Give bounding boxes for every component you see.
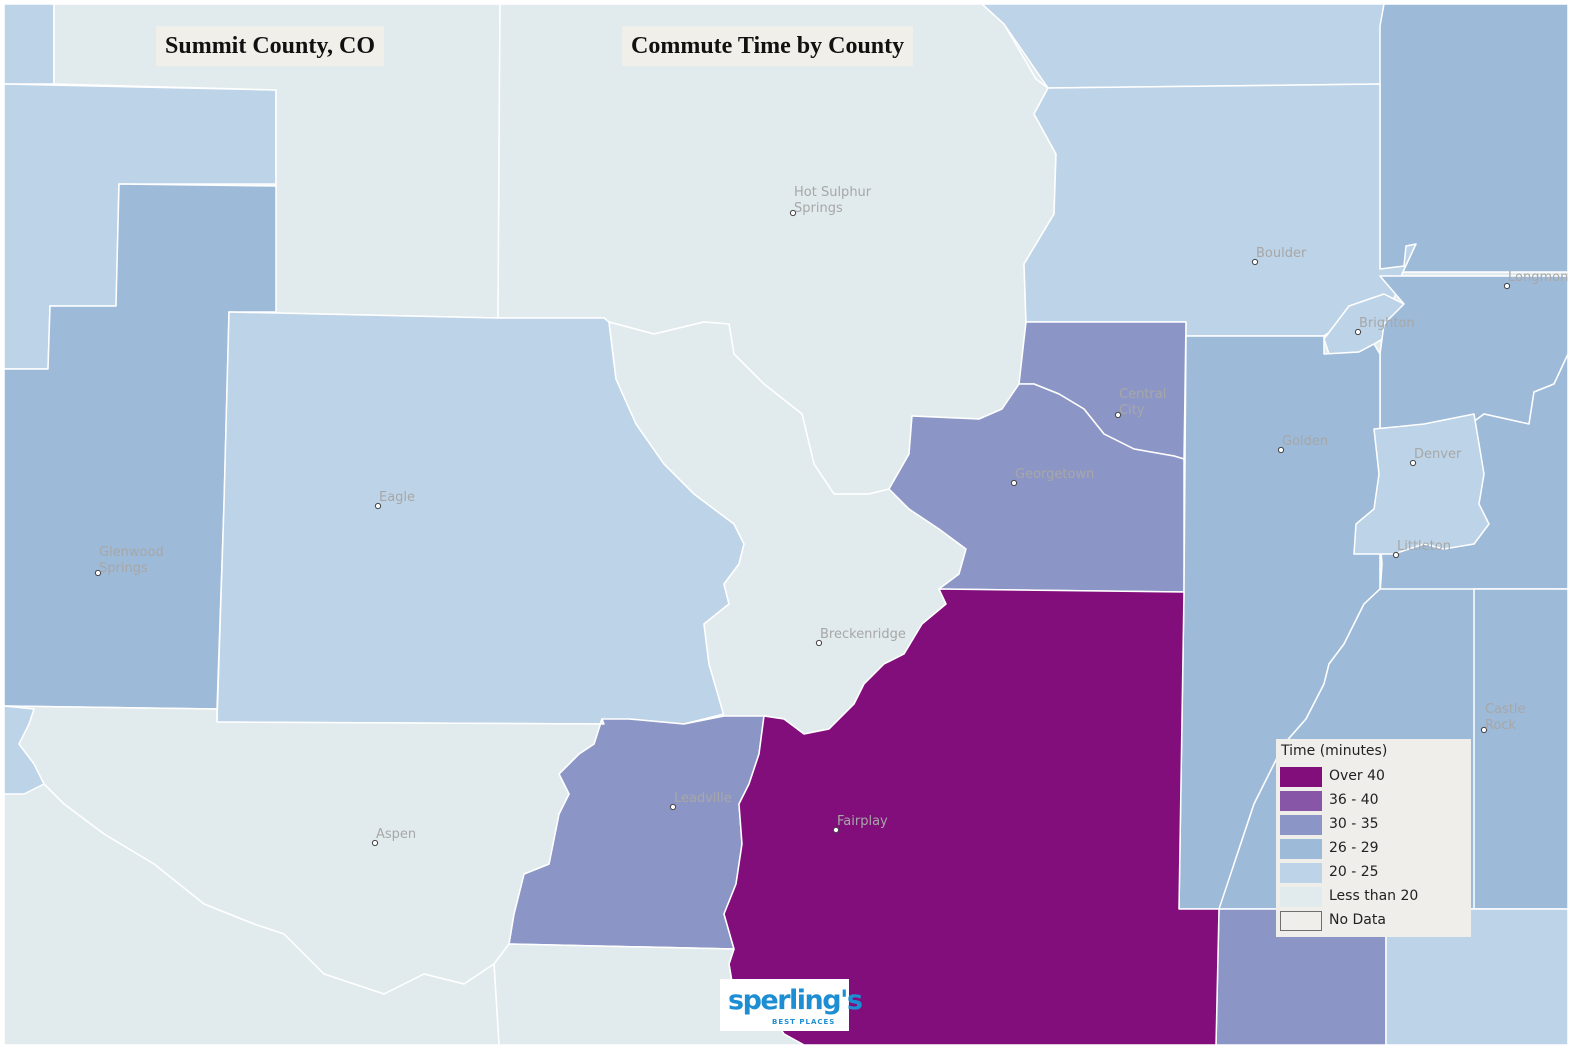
- legend-swatch: [1280, 815, 1322, 835]
- city-marker: Golden: [1277, 434, 1328, 454]
- county-denver: [1353, 413, 1490, 555]
- logo-wordmark: sperling's: [728, 985, 863, 1016]
- county-weld-north: [1379, 4, 1568, 273]
- county-park: [723, 588, 1220, 1045]
- city-label: Glenwood: [99, 545, 164, 560]
- county-elbert: [1473, 588, 1568, 910]
- city-label-line2: Rock: [1485, 718, 1517, 733]
- city-label: Eagle: [379, 490, 415, 505]
- city-marker: Brighton: [1354, 316, 1415, 336]
- city-marker: Eagle: [374, 490, 415, 510]
- city-label: Aspen: [376, 827, 416, 842]
- county-mesa-fragment: [4, 705, 45, 795]
- city-label: Georgetown: [1015, 467, 1094, 482]
- city-marker: Georgetown: [1010, 467, 1094, 487]
- city-dot: [1480, 726, 1488, 734]
- legend-label: 30 - 35: [1329, 816, 1379, 832]
- legend-swatch: [1280, 791, 1322, 811]
- county-northwest: [4, 4, 55, 85]
- legend-label: No Data: [1329, 912, 1386, 928]
- city-dot: [371, 839, 379, 847]
- city-label: Boulder: [1256, 246, 1307, 261]
- county-gunnison: [4, 763, 500, 1045]
- map-title: Summit County, CO: [156, 26, 385, 66]
- map-frame: Hot Sulphur Springs Boulder Longmont Brighto…: [4, 4, 1568, 1045]
- city-dot: [1354, 328, 1362, 336]
- city-dot: [1251, 258, 1259, 266]
- city-dot: [669, 803, 677, 811]
- legend-label: 26 - 29: [1329, 840, 1379, 856]
- legend-label: 20 - 25: [1329, 864, 1379, 880]
- city-label: Denver: [1414, 447, 1462, 462]
- city-label: Central: [1119, 387, 1166, 402]
- city-label: Brighton: [1359, 316, 1415, 331]
- legend-label: Less than 20: [1329, 888, 1419, 904]
- city-label: Golden: [1282, 434, 1328, 449]
- city-dot: [1010, 479, 1018, 487]
- city-dot: [789, 209, 797, 217]
- city-label: Leadville: [674, 791, 732, 806]
- legend-label: Over 40: [1329, 768, 1385, 784]
- city-label-line2: City: [1119, 403, 1145, 418]
- city-dot: [1503, 282, 1511, 290]
- county-larimer: [981, 4, 1385, 89]
- city-dot: [1392, 551, 1400, 559]
- legend-swatch: [1280, 911, 1322, 931]
- legend-swatch: [1280, 887, 1322, 907]
- city-marker: Littleton: [1392, 539, 1451, 559]
- city-label: Longmont: [1508, 270, 1568, 285]
- city-dot: [1409, 459, 1417, 467]
- city-dot: [815, 639, 823, 647]
- sperlings-logo: sperling's BEST PLACES: [720, 979, 863, 1031]
- choropleth-map: Hot SulphurSpringsBoulderLongmontBrighto…: [4, 4, 1568, 1045]
- county-el-paso: [1385, 908, 1568, 1045]
- legend-swatch: [1280, 863, 1322, 883]
- city-label: Fairplay: [837, 814, 888, 829]
- logo-tagline: BEST PLACES: [772, 1018, 836, 1026]
- city-dot: [832, 826, 840, 834]
- city-marker: Boulder: [1251, 246, 1307, 266]
- city-marker: Fairplay: [832, 814, 888, 834]
- city-label: Castle: [1485, 702, 1526, 717]
- city-label: Littleton: [1397, 539, 1451, 554]
- city-label: Hot Sulphur: [794, 185, 872, 200]
- city-dot: [94, 569, 102, 577]
- city-dot: [1277, 446, 1285, 454]
- city-dot: [1114, 411, 1122, 419]
- legend-swatch: [1280, 767, 1322, 787]
- city-marker: Denver: [1409, 447, 1462, 467]
- map-legend: Time (minutes) Over 40 36 - 40 30 - 35 26 -…: [1276, 739, 1471, 937]
- legend-title: Time (minutes): [1281, 743, 1388, 759]
- city-marker: Longmont: [1503, 270, 1568, 290]
- city-label-line2: Springs: [794, 201, 843, 216]
- legend-label: 36 - 40: [1329, 792, 1379, 808]
- county-boulder: [1023, 83, 1417, 337]
- city-dot: [374, 502, 382, 510]
- county-clear-creek: [888, 383, 1185, 593]
- city-marker: Breckenridge: [815, 627, 906, 647]
- city-label-line2: Springs: [99, 561, 148, 576]
- legend-swatch: [1280, 839, 1322, 859]
- city-marker: Leadville: [669, 791, 732, 811]
- city-label: Breckenridge: [820, 627, 906, 642]
- map-subtitle: Commute Time by County: [622, 26, 914, 66]
- city-marker: Aspen: [371, 827, 416, 847]
